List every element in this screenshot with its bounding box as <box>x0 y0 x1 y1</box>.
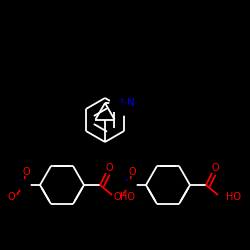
Text: O: O <box>128 167 136 177</box>
Text: O⁻: O⁻ <box>8 192 20 202</box>
Text: O⁻: O⁻ <box>114 192 126 202</box>
Text: HO: HO <box>226 192 241 202</box>
Text: O: O <box>105 163 113 173</box>
Text: N⁺: N⁺ <box>18 180 30 188</box>
Text: N⁺: N⁺ <box>124 180 136 188</box>
Text: HO: HO <box>120 192 135 202</box>
Text: O: O <box>211 163 219 173</box>
Text: H₂N: H₂N <box>116 98 134 108</box>
Text: N: N <box>120 104 128 114</box>
Text: O: O <box>22 167 30 177</box>
